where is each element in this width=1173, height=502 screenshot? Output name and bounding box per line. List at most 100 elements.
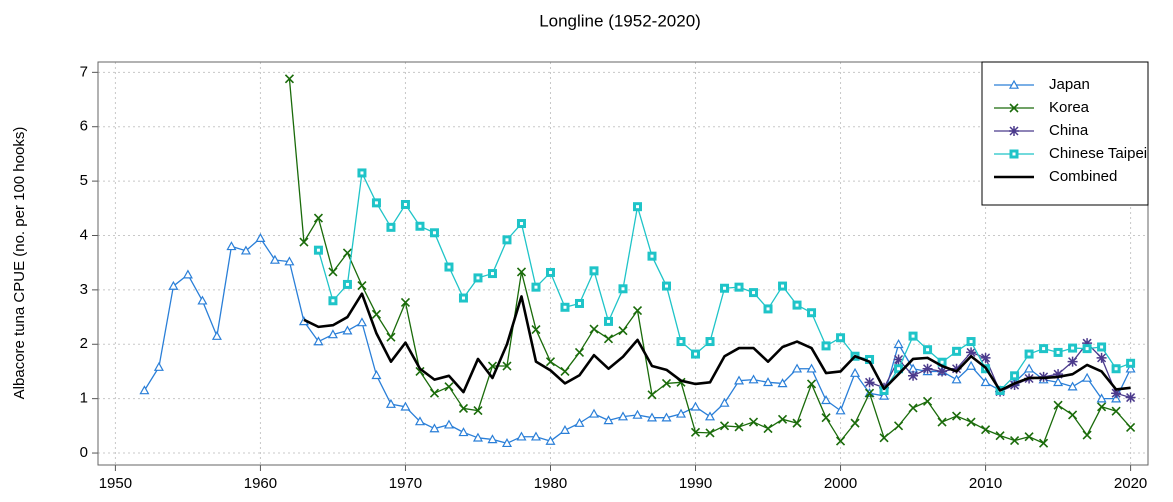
marker-shape <box>661 378 672 388</box>
data-point <box>937 417 947 427</box>
data-point <box>328 267 338 277</box>
data-point <box>1097 402 1107 412</box>
data-point <box>951 374 962 384</box>
marker-shape <box>414 416 425 426</box>
data-point <box>1111 406 1121 416</box>
data-point <box>472 432 483 442</box>
data-point <box>952 346 962 356</box>
marker-shape <box>636 205 640 209</box>
data-point <box>633 202 643 212</box>
marker-shape <box>182 269 193 279</box>
data-point <box>371 370 382 380</box>
marker-shape <box>284 256 295 266</box>
data-point <box>559 424 571 434</box>
marker-shape <box>371 309 382 319</box>
data-point <box>966 347 977 358</box>
marker-shape <box>429 388 440 398</box>
y-tick-label: 1 <box>80 390 88 407</box>
data-point <box>342 279 352 289</box>
marker-shape <box>1009 380 1020 391</box>
data-point <box>922 396 933 406</box>
marker-shape <box>995 431 1005 441</box>
data-point <box>806 363 817 373</box>
marker-shape <box>850 367 861 377</box>
data-point <box>400 199 410 209</box>
data-point <box>704 411 716 421</box>
marker-shape <box>400 297 411 307</box>
legend-label: Chinese Taipei <box>1049 145 1147 162</box>
data-point <box>690 427 701 437</box>
marker-shape <box>415 366 425 377</box>
legend-label: Combined <box>1049 168 1117 185</box>
marker-shape <box>139 385 150 395</box>
marker-shape <box>1114 367 1118 371</box>
data-point <box>864 377 875 388</box>
marker-shape <box>1068 410 1078 420</box>
marker-shape <box>966 417 976 427</box>
marker-shape <box>752 291 756 295</box>
data-point <box>850 418 860 428</box>
x-tick-label: 1990 <box>679 475 712 492</box>
marker-shape <box>926 348 930 352</box>
marker-shape <box>937 417 947 427</box>
marker-shape <box>472 432 483 442</box>
x-tick-label: 2020 <box>1114 475 1147 492</box>
series-line <box>303 292 1131 394</box>
data-point <box>835 436 846 446</box>
data-point <box>879 390 890 400</box>
data-point <box>516 267 527 277</box>
data-point <box>1053 377 1064 387</box>
marker-shape <box>516 267 527 277</box>
marker-shape <box>665 284 669 288</box>
marker-shape <box>357 280 367 291</box>
data-point <box>719 421 730 431</box>
marker-shape <box>1024 432 1034 442</box>
marker-shape <box>632 305 643 316</box>
marker-shape <box>1125 363 1136 373</box>
data-point <box>1024 349 1034 359</box>
marker-shape <box>1039 438 1049 448</box>
marker-shape <box>835 436 846 446</box>
marker-shape <box>647 390 657 400</box>
marker-shape <box>342 325 353 335</box>
data-point <box>603 334 614 344</box>
data-point <box>153 361 164 371</box>
marker-shape <box>255 232 266 243</box>
marker-shape <box>447 265 451 269</box>
data-point <box>792 300 802 310</box>
data-point <box>719 397 730 407</box>
marker-shape <box>197 295 208 305</box>
marker-shape <box>618 326 628 336</box>
data-point <box>661 412 672 422</box>
data-point <box>1067 356 1078 367</box>
data-point <box>444 262 454 272</box>
data-point <box>168 280 179 290</box>
marker-shape <box>1125 392 1136 403</box>
marker-shape <box>882 388 886 392</box>
marker-shape <box>777 378 788 388</box>
data-point <box>879 433 889 443</box>
marker-shape <box>211 330 222 340</box>
data-point <box>386 222 396 232</box>
marker-shape <box>951 363 962 374</box>
marker-shape <box>940 360 944 364</box>
marker-shape <box>501 438 512 448</box>
marker-shape <box>316 248 320 252</box>
data-point <box>1039 344 1049 354</box>
data-point <box>966 337 976 347</box>
marker-shape <box>981 425 991 435</box>
data-point <box>908 331 918 341</box>
data-point <box>937 366 948 377</box>
data-point <box>313 245 323 255</box>
marker-shape <box>386 332 396 342</box>
marker-shape <box>937 366 948 377</box>
data-point <box>821 395 832 405</box>
marker-shape <box>980 352 991 363</box>
data-point <box>662 281 672 291</box>
x-tick-label: 1960 <box>244 475 277 492</box>
data-point <box>443 419 454 429</box>
data-point <box>328 296 338 306</box>
y-tick-label: 2 <box>80 335 88 352</box>
data-point <box>530 431 542 441</box>
x-tick-label: 1970 <box>389 475 422 492</box>
